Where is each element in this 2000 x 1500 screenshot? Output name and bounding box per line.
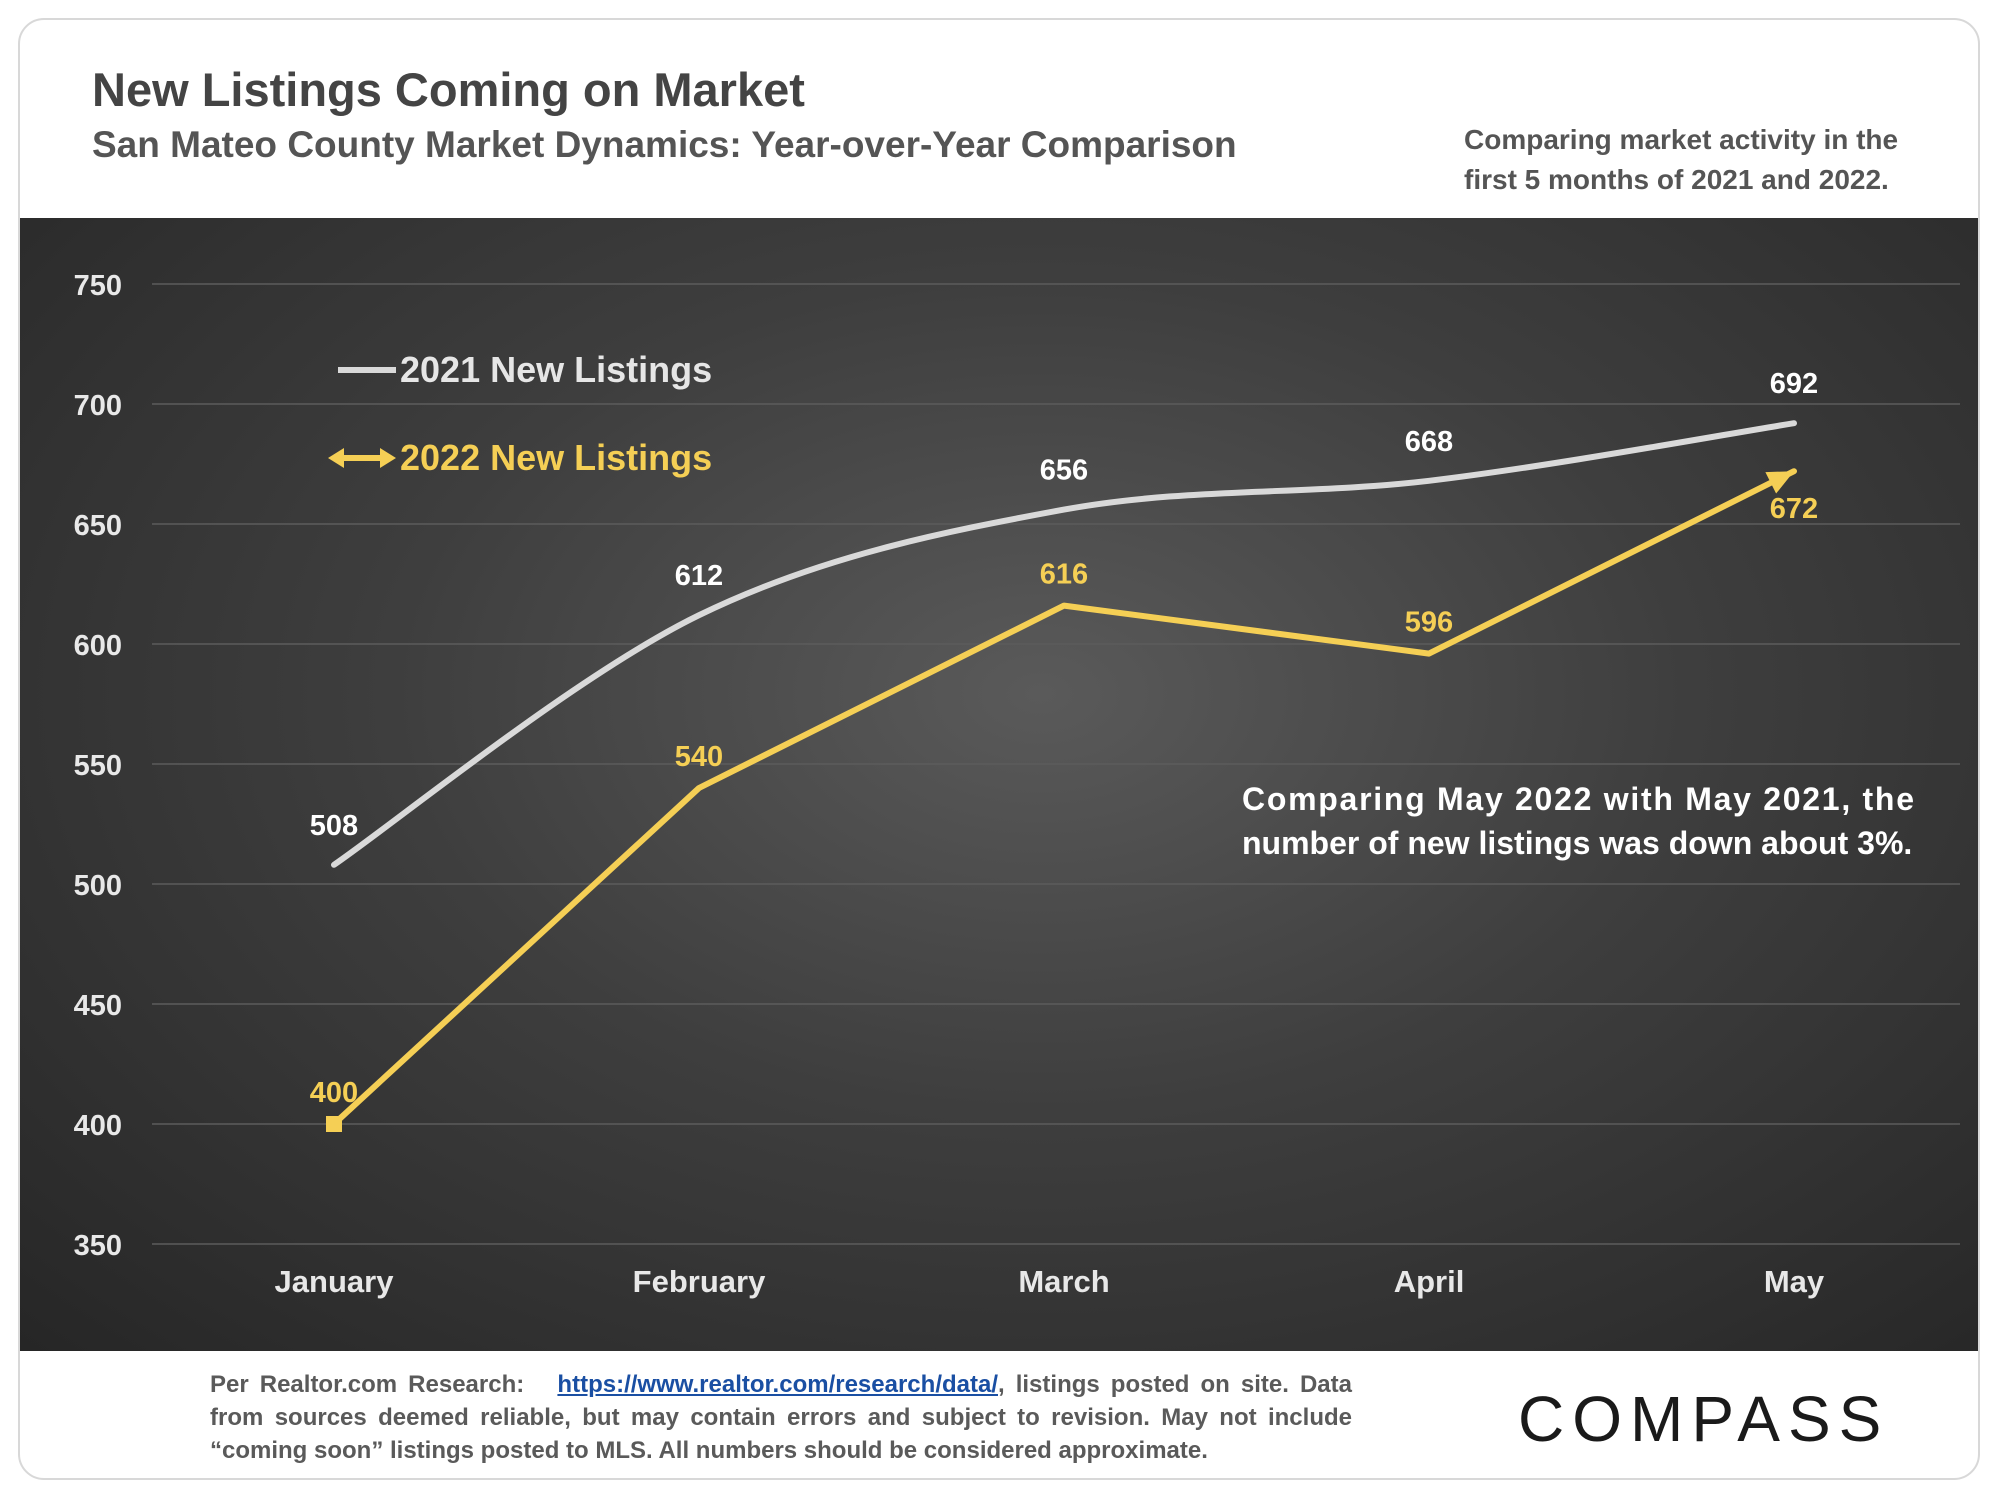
y-tick-label: 700 <box>74 390 122 422</box>
y-tick-label: 750 <box>74 270 122 302</box>
data-label: 400 <box>310 1077 358 1109</box>
y-tick-label: 600 <box>74 630 122 662</box>
series-line-0 <box>331 420 1797 868</box>
series-start-marker <box>326 1116 342 1132</box>
data-label: 672 <box>1770 493 1818 525</box>
y-tick-label: 500 <box>74 870 122 902</box>
data-label: 612 <box>675 560 723 592</box>
page-subtitle: San Mateo County Market Dynamics: Year-o… <box>92 124 1237 165</box>
gridlines <box>152 283 1960 1245</box>
y-tick-label: 350 <box>74 1230 122 1262</box>
x-tick-label: March <box>1018 1264 1109 1299</box>
footer-prefix: Per Realtor.com Research: <box>210 1371 525 1398</box>
data-label: 668 <box>1405 426 1453 458</box>
source-footer: Per Realtor.com Research: https://www.re… <box>210 1368 1352 1467</box>
data-label: 540 <box>675 741 723 773</box>
chart-panel: 350 400 450 500 550 600 650 700 750 January Febru… <box>20 218 1978 1351</box>
series-lines <box>326 420 1797 1132</box>
x-tick-label: April <box>1394 1264 1465 1299</box>
x-tick-label: May <box>1764 1264 1825 1299</box>
y-tick-label: 550 <box>74 750 122 782</box>
legend: 2021 New Listings 2022 New Listings <box>328 349 712 478</box>
y-axis-ticks: 350 400 450 500 550 600 650 700 750 <box>74 270 122 1262</box>
legend-arrow-left <box>328 448 344 468</box>
x-tick-label: January <box>275 1264 395 1299</box>
line-chart: 350 400 450 500 550 600 650 700 750 January Febru… <box>74 270 1960 1299</box>
x-axis-ticks: January February March April May <box>275 1264 1825 1299</box>
y-tick-label: 650 <box>74 510 122 542</box>
x-tick-label: February <box>633 1264 766 1299</box>
legend-label-2022: 2022 New Listings <box>400 437 712 478</box>
legend-label-2021: 2021 New Listings <box>400 349 712 390</box>
annotation-line-1: Comparing May 2022 with May 2021, the <box>1242 781 1914 817</box>
compass-logo: COMPASS <box>1518 1383 1890 1455</box>
footer-suffix: , listings posted on site. Data from sou… <box>210 1371 1352 1464</box>
source-link[interactable]: https://www.realtor.com/research/data/ <box>557 1371 998 1398</box>
series-line-1 <box>331 468 1797 1127</box>
data-label: 596 <box>1405 607 1453 639</box>
data-label: 656 <box>1040 455 1088 487</box>
page-title: New Listings Coming on Market <box>92 63 805 116</box>
data-label: 508 <box>310 810 358 842</box>
data-label: 692 <box>1770 368 1818 400</box>
data-label: 616 <box>1040 559 1088 591</box>
data-labels: 508 612 656 668 692 400 540 616 596 672 <box>310 368 1818 1109</box>
comparison-note: Comparing market activity in the first 5… <box>1464 124 1899 195</box>
annotation-line-2: number of new listings was down about 3%… <box>1242 825 1912 861</box>
series-end-arrow <box>1765 471 1794 494</box>
y-tick-label: 400 <box>74 1110 122 1142</box>
y-tick-label: 450 <box>74 990 122 1022</box>
chart-annotation: Comparing May 2022 with May 2021, the nu… <box>1242 781 1914 861</box>
chart-card: New Listings Coming on Market San Mateo … <box>18 18 1980 1480</box>
legend-arrow-right <box>380 448 396 468</box>
